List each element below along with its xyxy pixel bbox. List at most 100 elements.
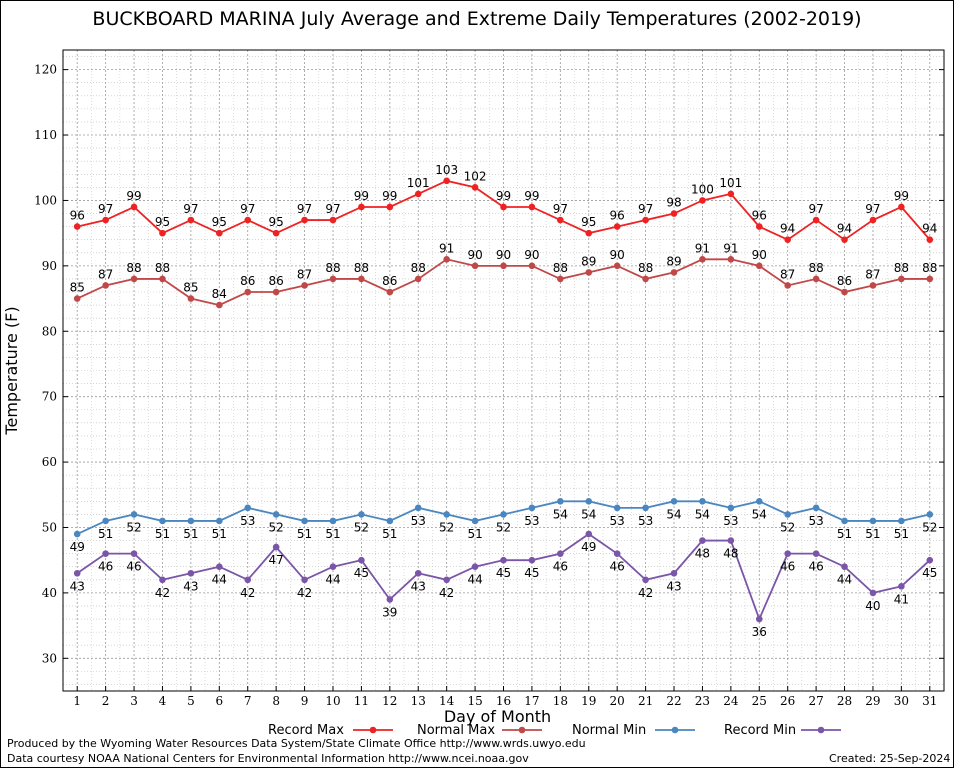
normal-max-point xyxy=(272,288,280,296)
x-tick-label: 31 xyxy=(922,694,937,708)
record-max-data-label: 97 xyxy=(183,202,198,216)
y-tick-label: 90 xyxy=(42,259,57,273)
normal-max-point xyxy=(841,288,848,296)
record-min-point xyxy=(73,569,81,577)
normal-max-point xyxy=(755,262,763,270)
record-min-data-label: 43 xyxy=(183,579,198,593)
normal-max-point xyxy=(443,256,450,263)
record-min-point xyxy=(500,556,507,564)
x-tick-label: 3 xyxy=(130,694,138,708)
footer-created-date: Created: 25-Sep-2024 xyxy=(829,752,951,765)
record-max-data-label: 95 xyxy=(212,215,227,229)
record-max-point xyxy=(841,236,848,243)
record-min-data-label: 43 xyxy=(70,579,85,593)
x-tick-label: 22 xyxy=(666,694,681,708)
normal-min-point xyxy=(557,498,564,505)
normal-max-data-label: 90 xyxy=(610,248,625,262)
normal-min-data-label: 53 xyxy=(610,514,625,528)
x-tick-label: 16 xyxy=(496,694,511,708)
record-min-point xyxy=(272,543,280,551)
normal-min-point xyxy=(727,504,735,512)
normal-min-point xyxy=(500,511,507,518)
normal-max-data-label: 85 xyxy=(183,281,198,295)
record-max-data-label: 97 xyxy=(865,202,880,216)
normal-min-point xyxy=(301,517,308,525)
record-max-data-label: 97 xyxy=(98,202,113,216)
x-tick-label: 1 xyxy=(73,694,81,708)
record-max-data-label: 96 xyxy=(610,209,625,223)
normal-max-point xyxy=(73,295,81,302)
record-min-data-label: 45 xyxy=(496,566,511,580)
x-tick-label: 15 xyxy=(467,694,482,708)
record-min-data-label: 42 xyxy=(297,586,312,600)
record-min-data-label: 44 xyxy=(212,573,227,587)
x-tick-label: 28 xyxy=(837,694,852,708)
normal-max-data-label: 88 xyxy=(553,261,568,275)
normal-max-data-label: 89 xyxy=(581,254,596,268)
record-min-point xyxy=(130,550,138,557)
record-min-data-label: 43 xyxy=(666,579,681,593)
normal-min-data-label: 51 xyxy=(865,527,880,541)
normal-min-data-label: 54 xyxy=(581,507,596,521)
x-tick-label: 26 xyxy=(780,694,795,708)
normal-min-data-label: 52 xyxy=(354,520,369,534)
record-min-data-label: 46 xyxy=(98,560,113,574)
normal-max-data-label: 86 xyxy=(269,274,284,288)
normal-min-data-label: 51 xyxy=(212,527,227,541)
record-max-data-label: 97 xyxy=(638,202,653,216)
record-max-data-label: 95 xyxy=(155,215,170,229)
record-max-point xyxy=(642,216,649,224)
normal-min-point xyxy=(102,517,109,525)
normal-max-point xyxy=(699,256,706,263)
normal-min-data-label: 54 xyxy=(553,507,568,521)
normal-min-point xyxy=(386,517,394,525)
normal-min-data-label: 51 xyxy=(155,527,170,541)
record-min-point xyxy=(358,556,365,564)
normal-max-data-label: 88 xyxy=(354,261,369,275)
record-min-point xyxy=(159,576,166,584)
record-min-data-label: 46 xyxy=(780,560,795,574)
normal-max-data-label: 87 xyxy=(780,267,795,281)
record-min-point xyxy=(613,550,621,557)
record-min-data-label: 48 xyxy=(723,547,738,561)
normal-max-point xyxy=(670,269,678,276)
record-min-data-label: 42 xyxy=(155,586,170,600)
normal-min-point xyxy=(73,530,81,538)
normal-min-point xyxy=(869,517,877,525)
normal-min-point xyxy=(642,504,649,512)
normal-max-legend-marker xyxy=(518,726,526,734)
normal-min-data-label: 52 xyxy=(496,520,511,534)
record-min-data-label: 46 xyxy=(553,560,568,574)
normal-max-data-label: 87 xyxy=(98,267,113,281)
normal-max-point xyxy=(329,275,337,283)
normal-min-point xyxy=(784,511,791,518)
record-min-legend-label: Record Min xyxy=(724,723,796,738)
record-min-point xyxy=(642,576,649,584)
normal-min-point xyxy=(699,498,706,505)
record-max-point xyxy=(869,216,877,224)
normal-max-data-label: 88 xyxy=(411,261,426,275)
record-max-data-label: 99 xyxy=(524,189,539,203)
record-max-point xyxy=(443,177,450,185)
y-tick-label: 60 xyxy=(42,455,57,469)
normal-min-point xyxy=(216,517,223,525)
x-tick-label: 17 xyxy=(524,694,539,708)
record-max-data-label: 99 xyxy=(126,189,141,203)
x-tick-label: 29 xyxy=(865,694,880,708)
record-max-point xyxy=(471,184,479,191)
normal-min-data-label: 51 xyxy=(183,527,198,541)
normal-max-data-label: 88 xyxy=(894,261,909,275)
footer-produced-by: Produced by the Wyoming Water Resources … xyxy=(7,737,586,750)
x-tick-label: 5 xyxy=(187,694,195,708)
normal-max-point xyxy=(216,301,223,309)
record-min-point xyxy=(187,569,195,577)
normal-min-point xyxy=(159,517,166,525)
record-min-point xyxy=(471,563,479,571)
normal-max-data-label: 88 xyxy=(638,261,653,275)
record-max-point xyxy=(130,203,138,211)
normal-min-data-label: 52 xyxy=(780,520,795,534)
y-axis-title: Temperature (F) xyxy=(2,306,21,435)
x-tick-label: 14 xyxy=(439,694,455,708)
record-max-point xyxy=(812,216,820,224)
x-tick-label: 12 xyxy=(382,694,397,708)
